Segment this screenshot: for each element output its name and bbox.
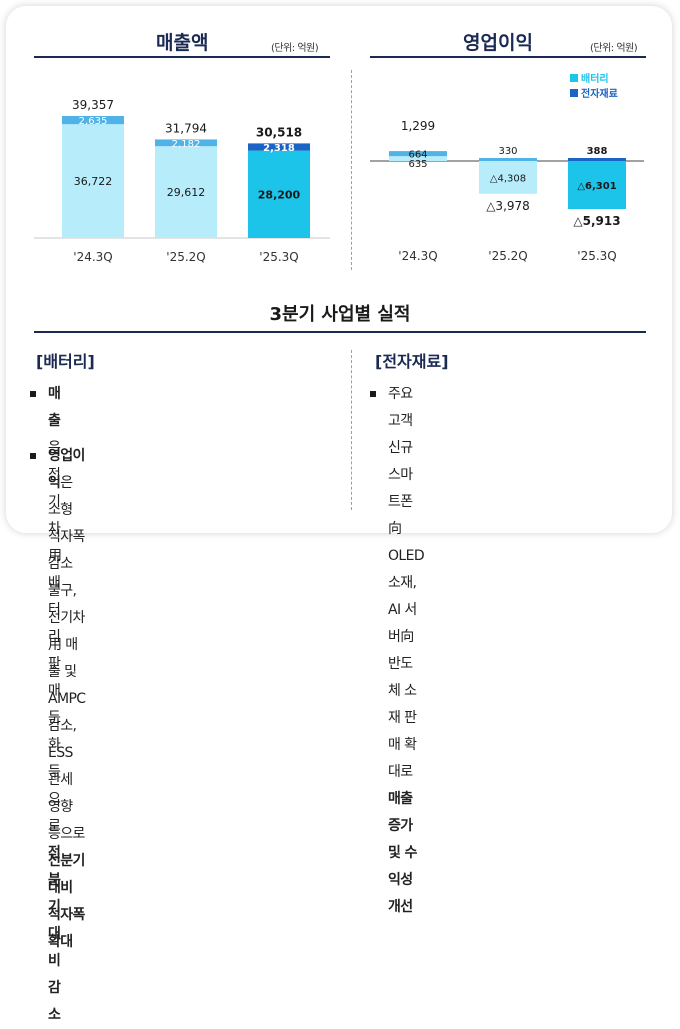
revenue-chart: 36,722 2,635 39,357 '24.3Q 29,612 2,182 31,794…: [34, 98, 330, 264]
op-label-total: △3,978: [486, 199, 530, 213]
revenue-label-total: 30,518: [256, 125, 302, 139]
revenue-label-battery: 28,200: [258, 188, 301, 201]
revenue-bar-battery: [248, 150, 310, 238]
legend-swatch-battery: [570, 74, 578, 82]
bullet-square-icon: [30, 453, 36, 459]
revenue-bar-battery: [62, 124, 124, 238]
bullet-text-normal: 전기차用 매출 및 AMPC 감소, ESS 관세 영향: [48, 610, 86, 815]
op-profit-unit: (단위: 억원): [590, 43, 638, 54]
bullet-line: 주요 고객 신규 스마트폰向 OLED 소재,: [388, 381, 425, 597]
bullet-text-bold: 매출 증가 및 수익성 개선: [388, 791, 417, 915]
op-label-materials: 664: [408, 150, 427, 161]
op-bar-materials: [479, 158, 537, 161]
revenue-label-materials: 2,635: [79, 116, 108, 127]
section-title: 3분기 사업별 실적: [269, 304, 411, 325]
revenue-label-battery: 36,722: [74, 175, 113, 188]
bullet-text-bold: 영업이익: [48, 448, 85, 491]
op-label-battery: △4,308: [490, 173, 526, 184]
op-label-materials: 388: [587, 146, 608, 157]
bullet-text-bold: 전분기 대비 적자폭 확대: [48, 853, 85, 950]
revenue-label-materials: 2,318: [263, 143, 295, 154]
revenue-tick-label: '24.3Q: [73, 250, 112, 264]
revenue-unit: (단위: 억원): [271, 43, 319, 54]
card-panel: [6, 6, 672, 533]
bullet-line: 등으로 전분기 대비 적자폭 확대: [48, 821, 85, 956]
revenue-bar-materials: [155, 139, 217, 147]
revenue-tick-label: '25.3Q: [259, 250, 298, 264]
legend-label-materials: 전자재료: [581, 87, 618, 100]
op-bar-battery: [389, 156, 447, 161]
revenue-label-battery: 29,612: [167, 186, 206, 199]
bullet-text-normal: 주요 고객 신규 스마트폰向 OLED 소재,: [388, 386, 425, 591]
section-rule: [34, 331, 646, 333]
bullet-text: 주요 고객 신규 스마트폰向 OLED 소재, AI 서버向 반도체 소재 판매 …: [388, 381, 425, 921]
bullet-square-icon: [30, 391, 36, 397]
bullet-text: 영업이익은 소형 적자폭 감소 불구, 전기차用 매출 및 AMPC 감소, ES…: [48, 443, 86, 956]
revenue-bar-materials: [62, 116, 124, 125]
materials-section-title: [전자재료]: [375, 352, 449, 371]
bullet-square-icon: [370, 391, 376, 397]
legend-label-battery: 배터리: [581, 72, 609, 85]
op-tick-label: '24.3Q: [398, 249, 437, 263]
legend-swatch-materials: [570, 89, 578, 97]
op-bar-battery: [568, 161, 626, 209]
revenue-rule: [34, 56, 330, 58]
op-bar-battery: [479, 161, 537, 194]
revenue-label-total: 31,794: [165, 121, 207, 135]
op-bar-materials: [568, 158, 626, 161]
op-label-total: △5,913: [573, 214, 620, 228]
op-profit-rule: [370, 56, 646, 58]
battery-section-title: [배터리]: [36, 352, 95, 371]
revenue-title: 매출액: [156, 32, 209, 54]
section-divider: [351, 350, 352, 510]
revenue-label-materials: 2,182: [172, 139, 201, 150]
chart-divider: [351, 70, 352, 270]
bullet-line: 영업이익은 소형 적자폭 감소 불구,: [48, 443, 85, 605]
op-bar-materials: [389, 151, 447, 157]
revenue-tick-label: '25.2Q: [166, 250, 205, 264]
bullet-text-bold: 매출: [48, 386, 61, 429]
op-label-materials: 330: [498, 146, 517, 157]
revenue-label-total: 39,357: [72, 98, 114, 112]
bullet-line: 전기차用 매출 및 AMPC 감소, ESS 관세 영향: [48, 605, 86, 821]
op-label-battery: △6,301: [577, 181, 616, 192]
revenue-bar-battery: [155, 146, 217, 238]
bullet-text-normal: 은 소형 적자폭 감소 불구,: [48, 475, 85, 599]
bullet-line: 매출 증가 및 수익성 개선: [388, 786, 424, 921]
bullet-text-normal: 등으로: [48, 826, 85, 842]
op-label-total: 1,299: [401, 119, 435, 133]
op-tick-label: '25.3Q: [577, 249, 616, 263]
op-tick-label: '25.2Q: [488, 249, 527, 263]
bullet-text-normal: AI 서버向 반도체 소재 판매 확대로: [388, 602, 417, 780]
op-label-battery: 635: [408, 159, 427, 170]
op-profit-title: 영업이익: [463, 32, 533, 54]
bullet-line: AI 서버向 반도체 소재 판매 확대로: [388, 597, 424, 786]
revenue-bar-materials: [248, 143, 310, 151]
